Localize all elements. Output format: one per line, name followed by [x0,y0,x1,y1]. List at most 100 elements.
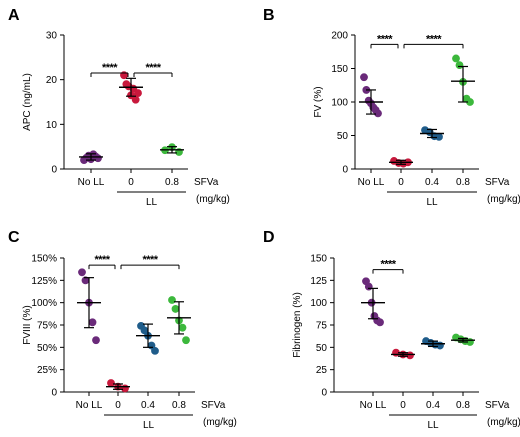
y-tick-label: 200 [331,31,348,42]
y-tick-label: 100% [31,298,57,309]
data-point [131,95,140,104]
y-tick-label: 100 [310,298,327,309]
y-axis-label: FV (%) [313,86,324,117]
ll-label: LL [427,420,439,431]
group-no-ll [79,150,103,164]
y-tick-label: 125 [310,276,327,287]
x-tick-label: No LL [78,177,105,188]
data-point [168,296,176,304]
y-tick-label: 100 [331,98,348,109]
data-point [88,318,97,327]
y-tick-label: 20 [46,75,58,86]
sfva-label: SFVa [485,177,510,188]
data-point [374,109,382,118]
y-tick-label: 0 [51,165,57,176]
x-tick-label: 0.8 [456,177,470,188]
group-0 [389,157,413,168]
y-tick-label: 75% [37,321,57,332]
y-tick-label: 75 [316,321,328,332]
data-point [107,379,115,387]
sfva-label: SFVa [194,177,219,188]
data-point [92,336,100,345]
y-axis-label: APC (ng/mL) [22,73,33,131]
data-point [171,305,180,313]
sig-label: **** [94,254,110,266]
y-axis-label: FVIII (%) [22,305,33,344]
data-point [455,61,464,70]
ll-label: LL [146,197,158,208]
data-point [436,341,444,350]
group-0 [106,379,130,393]
panel-letter: C [8,229,20,246]
ll-label: LL [426,197,438,208]
panel-letter: A [8,7,20,24]
data-point [151,347,159,355]
x-tick-label: No LL [76,400,103,411]
group-0.4 [420,126,444,141]
sig-label: **** [426,33,442,45]
sfva-label: SFVa [485,400,510,411]
x-tick-label: 0.8 [456,400,470,411]
y-tick-label: 0 [51,388,57,399]
x-tick-label: 0.4 [141,400,155,411]
group-no-ll [361,277,385,327]
data-point [134,89,142,97]
unit-label: (mg/kg) [203,417,237,428]
unit-label: (mg/kg) [487,417,520,428]
sfva-label: SFVa [201,400,226,411]
sig-label: **** [102,62,118,74]
group-0.8 [167,296,191,345]
data-point [452,54,460,63]
sig-label: **** [377,33,393,45]
y-tick-label: 25 [316,365,328,376]
y-tick-label: 50 [316,343,328,354]
y-tick-label: 10 [46,120,58,131]
y-tick-label: 125% [31,276,57,287]
data-point [94,154,102,163]
group-0.8 [451,54,475,106]
group-0.8 [451,333,475,346]
x-tick-label: 0.4 [426,400,440,411]
data-point [364,282,373,291]
sig-label: **** [380,259,396,271]
group-0.8 [160,143,184,156]
sig-label: **** [142,254,158,266]
y-tick-label: 50% [37,343,57,354]
group-no-ll [359,73,383,118]
x-tick-label: 0.8 [172,400,186,411]
data-point [78,268,86,277]
x-tick-label: 0 [128,177,134,188]
panel-letter: B [263,7,275,24]
x-tick-label: 0 [115,400,121,411]
x-tick-label: 0 [400,400,406,411]
sig-label: **** [145,62,161,74]
group-0.4 [136,321,160,355]
y-tick-label: 150 [331,64,348,75]
panel-B: B 0 50 100 150 200 FV (%) No LL 0 0.4 0.8 SFVa (mg/k… [263,7,520,208]
x-tick-label: 0.4 [425,177,439,188]
data-point [435,132,443,141]
data-point [182,336,190,345]
y-tick-label: 25% [37,365,57,376]
x-tick-label: No LL [360,400,387,411]
unit-label: (mg/kg) [487,194,520,205]
group-0 [119,71,143,104]
panel-D: D 0 25 50 75 100 125 150 Fibrinogen (%) No LL 0 0.4… [263,229,520,431]
y-axis-label: Fibrinogen (%) [292,292,303,358]
ll-label: LL [143,420,155,431]
panel-C: C 0 25% 50% 75% 100% 125% 150% FVIII (%) No LL 0 0.… [8,229,237,431]
group-0.4 [421,337,445,350]
data-point [178,323,187,332]
panel-letter: D [263,229,275,246]
y-tick-label: 150% [31,254,57,265]
data-point [406,351,414,360]
y-tick-label: 0 [342,165,348,176]
data-point [121,384,129,393]
y-tick-label: 0 [321,388,327,399]
group-0 [391,348,415,360]
y-tick-label: 150 [310,254,327,265]
x-tick-label: No LL [358,177,385,188]
x-tick-label: 0.8 [165,177,179,188]
data-point [376,318,384,327]
